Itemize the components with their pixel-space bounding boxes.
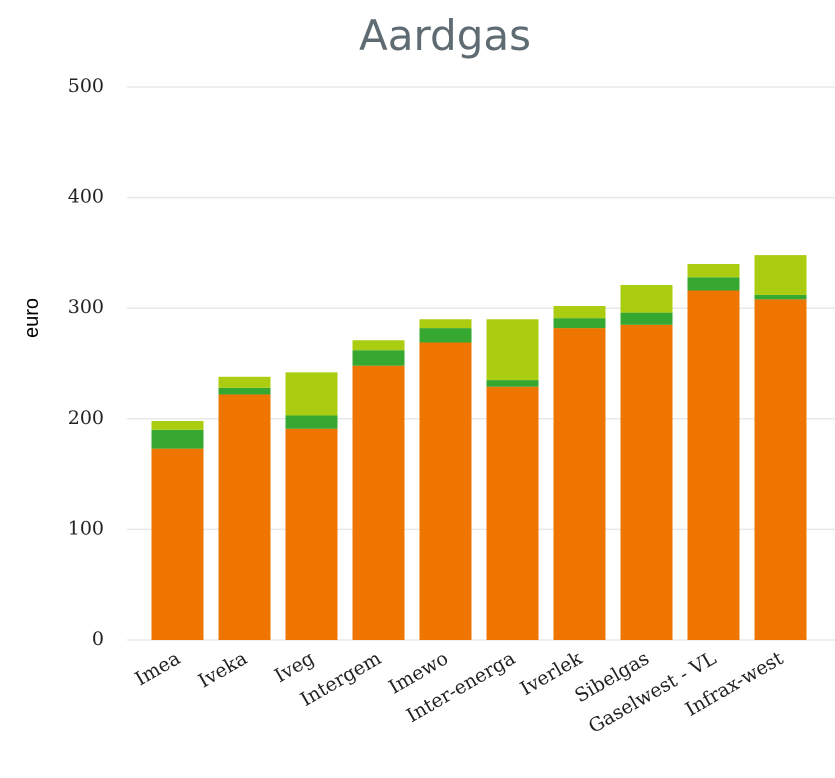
chart-title: Aardgas [359, 11, 531, 60]
bar-segment [754, 299, 807, 640]
bar-segment [285, 415, 338, 429]
bar-segment [486, 319, 539, 381]
bar-segment [419, 328, 472, 343]
y-axis-label: euro [21, 298, 43, 338]
bar-segment [553, 328, 606, 640]
bar-segment [352, 340, 405, 351]
bar-segment [218, 394, 271, 640]
x-tick-label: Iveka [195, 647, 251, 692]
bar-segment [486, 380, 539, 387]
x-tick-label: Iveg [271, 647, 318, 687]
bar-segment [285, 372, 338, 416]
y-tick-label: 100 [68, 517, 104, 539]
bar-segment [687, 263, 740, 278]
y-tick-label: 400 [68, 186, 104, 208]
bar-segment [620, 284, 673, 313]
bar-segment [553, 305, 606, 319]
bar-segment [687, 277, 740, 291]
bar-segment [419, 319, 472, 329]
bar-segment [352, 350, 405, 366]
bar-segment [687, 290, 740, 640]
bar-segment [620, 312, 673, 325]
bar-segment [151, 448, 204, 640]
x-tick-label: Imea [131, 647, 184, 690]
bar-segment [218, 376, 271, 388]
y-tick-label: 300 [68, 296, 104, 318]
bar-segment [754, 294, 807, 300]
bar-segment [754, 255, 807, 295]
bar-segment [151, 429, 204, 449]
bar-segment [151, 421, 204, 430]
bar-segment [419, 342, 472, 640]
y-tick-label: 200 [68, 407, 104, 429]
y-tick-label: 0 [92, 628, 104, 650]
bar-segment [285, 428, 338, 640]
y-tick-label: 500 [68, 75, 104, 97]
bar-segment [620, 324, 673, 640]
bar-segment [553, 318, 606, 329]
bar-segment [352, 365, 405, 640]
bar-segment [486, 386, 539, 640]
bar-segment [218, 387, 271, 395]
